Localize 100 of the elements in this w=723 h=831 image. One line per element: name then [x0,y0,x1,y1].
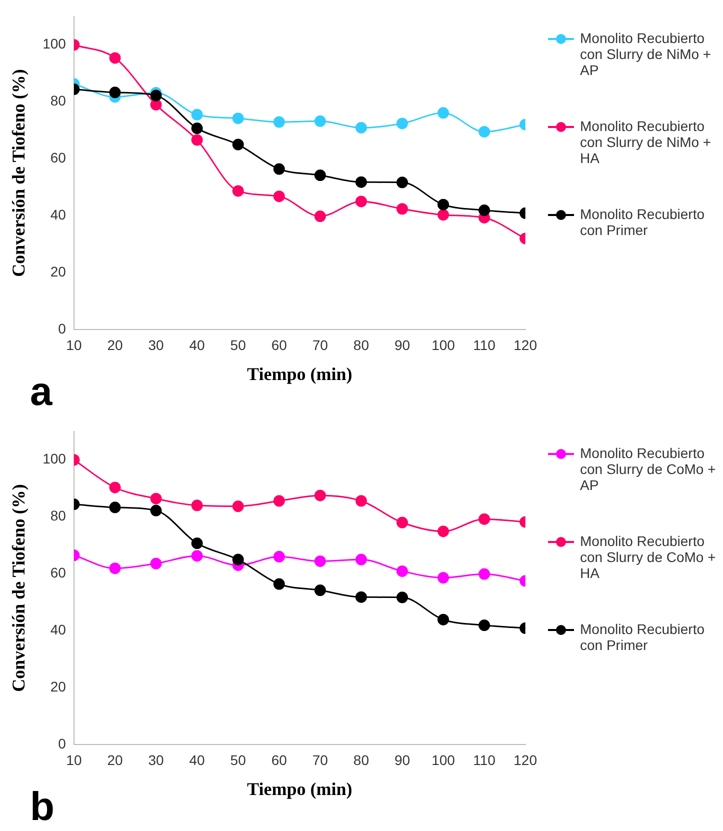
point [438,614,450,626]
x-axis-title: Tiempo (min) [247,778,352,799]
y-tick-label: 20 [50,264,66,280]
x-tick-label: 10 [66,336,82,353]
point [314,115,326,127]
x-tick-label: 10 [66,752,82,768]
point [355,176,367,188]
x-axis-title: Tiempo (min) [247,364,352,384]
point [314,555,326,567]
point [396,118,408,130]
point [150,504,162,516]
point [232,554,244,566]
legend-label: Monolito Recubierto con Primer [580,206,706,238]
point [355,196,367,208]
point [232,185,244,197]
point [150,98,162,110]
legend-label: Monolito Recubierto con Primer [580,621,706,653]
x-tick-label: 100 [432,752,456,768]
legend-label: Monolito Recubierto con Slurry de CoMo + HA [580,533,717,581]
x-tick-label: 110 [473,752,496,768]
legend-label: Monolito Recubierto con Slurry de CoMo + AP [580,445,717,493]
point [314,490,326,502]
y-tick-label: 0 [58,320,66,336]
point [191,550,203,562]
point [478,126,490,138]
y-tick-label: 40 [50,206,66,223]
point [273,116,285,128]
point [273,163,285,175]
point [396,592,408,604]
point [314,584,326,596]
point [355,122,367,134]
x-tick-label: 30 [148,752,164,768]
point [150,558,162,570]
point [232,500,244,512]
y-tick-label: 60 [50,564,66,581]
point [191,500,203,512]
x-tick-label: 80 [353,752,370,768]
point [478,568,490,580]
point [109,86,121,98]
point [109,52,121,64]
x-tick-label: 70 [312,752,328,768]
point [438,107,450,119]
point [109,562,121,574]
point [273,190,285,202]
y-tick-label: 0 [58,735,66,752]
point [232,112,244,124]
x-tick-label: 50 [230,752,246,768]
text: a [30,370,52,415]
point [396,516,408,528]
y-tick-label: 60 [50,150,66,166]
x-tick-label: 20 [107,336,123,353]
point [478,513,490,525]
point [109,482,121,494]
point [478,204,490,216]
x-tick-label: 60 [271,752,288,768]
x-tick-label: 40 [189,752,206,768]
point [478,620,490,632]
point [191,108,203,120]
y-tick-label: 80 [50,92,66,109]
x-tick-label: 100 [432,336,456,353]
point [314,210,326,222]
y-tick-label: 100 [42,450,66,467]
point [355,554,367,566]
point [396,565,408,577]
point [438,526,450,538]
point [191,122,203,134]
point [396,203,408,215]
x-tick-label: 20 [107,752,123,768]
x-tick-label: 60 [271,336,288,353]
x-tick-label: 80 [353,336,370,353]
point [314,170,326,182]
x-tick-label: 110 [473,336,496,353]
x-tick-label: 90 [394,752,410,768]
y-axis-title: Conversión de Tiofeno (%) [8,484,28,692]
point [150,90,162,102]
point [273,550,285,562]
point [355,591,367,603]
legend-label: Monolito Recubierto con Slurry de NiMo + HA [580,118,712,166]
point [438,209,450,221]
x-tick-label: 120 [514,336,538,353]
y-tick-label: 20 [50,678,66,695]
y-tick-label: 40 [50,622,66,638]
legend-label: Monolito Recubierto con Slurry de NiMo + AP [580,30,712,78]
point [273,578,285,590]
point [191,538,203,550]
point [273,495,285,507]
x-tick-label: 50 [230,336,246,353]
y-tick-label: 80 [50,508,66,524]
x-tick-label: 70 [312,336,328,353]
point [109,502,121,514]
point [438,198,450,210]
point [191,134,203,146]
x-tick-label: 30 [148,336,164,353]
x-tick-label: 40 [189,336,206,353]
x-tick-label: 90 [394,336,410,353]
point [396,176,408,188]
point [232,138,244,150]
x-tick-label: 120 [514,752,538,768]
text: b [30,785,54,830]
y-axis-title: Conversión de Tiofeno (%) [8,69,28,277]
